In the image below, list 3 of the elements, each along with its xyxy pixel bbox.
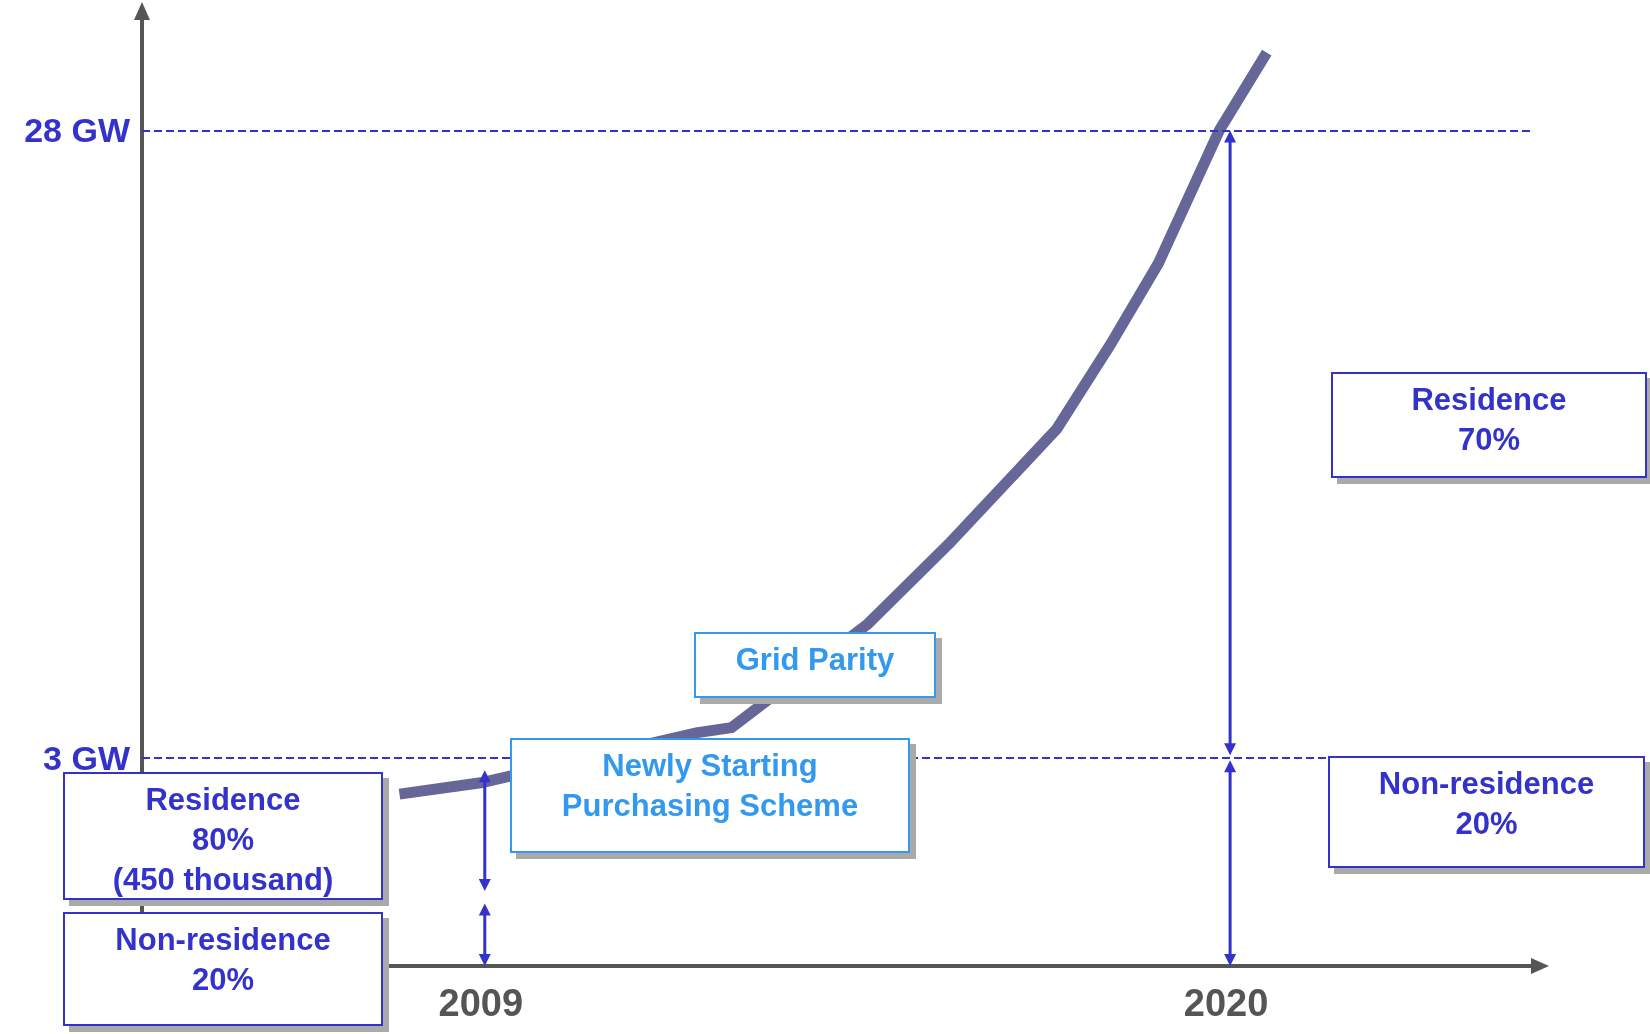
x-tick-label: 2020 xyxy=(1183,982,1269,1024)
y-tick-label: 28 GW xyxy=(24,111,131,150)
x-tick-label: 2009 xyxy=(438,982,524,1024)
